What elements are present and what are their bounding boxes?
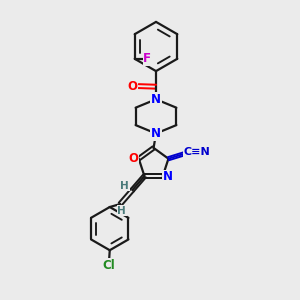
Text: N: N [151, 93, 161, 106]
Text: O: O [127, 80, 137, 93]
Text: Cl: Cl [103, 259, 116, 272]
Text: O: O [128, 152, 138, 165]
Text: N: N [151, 127, 161, 140]
Text: N: N [163, 170, 173, 183]
Text: H: H [117, 206, 126, 216]
Text: H: H [121, 181, 129, 190]
Text: C≡N: C≡N [183, 147, 210, 157]
Text: F: F [143, 52, 151, 65]
